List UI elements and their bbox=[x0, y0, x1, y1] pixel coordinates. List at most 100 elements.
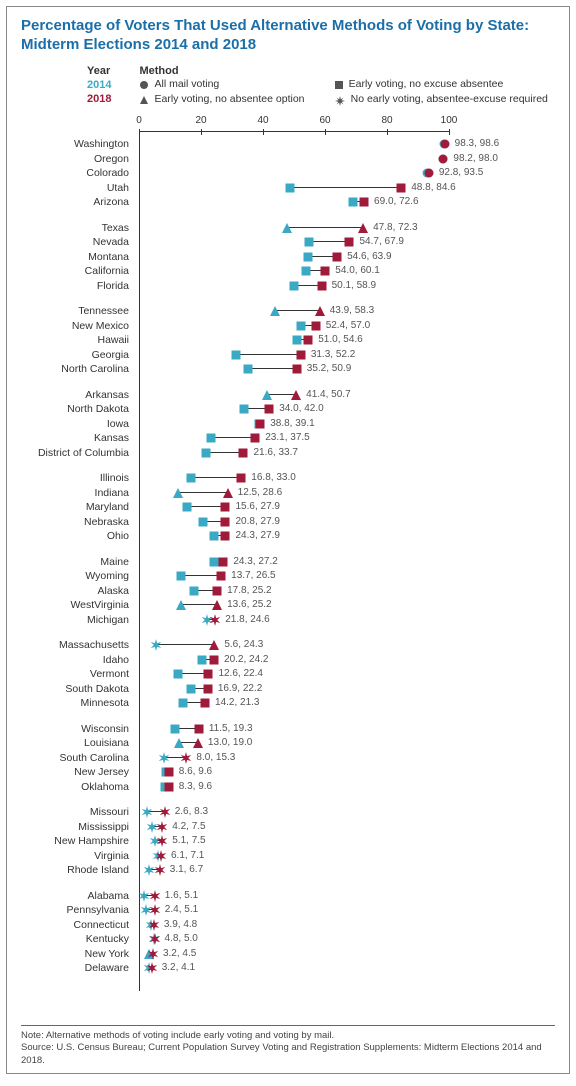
value-label: 2.6, 8.3 bbox=[175, 806, 208, 817]
value-label: 98.3, 98.6 bbox=[455, 138, 499, 149]
state-label: Alaska bbox=[19, 585, 129, 597]
chart-container: Percentage of Voters That Used Alternati… bbox=[6, 6, 570, 1074]
marker-2018 bbox=[291, 362, 303, 380]
value-label: 54.6, 63.9 bbox=[347, 251, 391, 262]
state-row: Illinois16.8, 33.0 bbox=[139, 471, 449, 485]
state-row: Idaho20.2, 24.2 bbox=[139, 653, 449, 667]
state-label: Mississippi bbox=[19, 821, 129, 833]
value-label: 16.9, 22.2 bbox=[218, 683, 262, 694]
state-label: Arkansas bbox=[19, 389, 129, 401]
value-label: 21.6, 33.7 bbox=[253, 447, 297, 458]
value-label: 4.2, 7.5 bbox=[172, 821, 205, 832]
value-label: 24.3, 27.2 bbox=[233, 556, 277, 567]
value-label: 92.8, 93.5 bbox=[439, 167, 483, 178]
state-row: Kentucky4.8, 5.0 bbox=[139, 932, 449, 946]
state-label: South Carolina bbox=[19, 752, 129, 764]
marker-2018 bbox=[163, 780, 175, 798]
state-label: Tennessee bbox=[19, 305, 129, 317]
value-label: 6.1, 7.1 bbox=[171, 850, 204, 861]
state-row: California54.0, 60.1 bbox=[139, 264, 449, 278]
state-row: New Hampshire5.1, 7.5 bbox=[139, 834, 449, 848]
marker-2014 bbox=[177, 696, 189, 714]
value-label: 8.6, 9.6 bbox=[179, 766, 212, 777]
value-label: 31.3, 52.2 bbox=[311, 349, 355, 360]
state-label: South Dakota bbox=[19, 683, 129, 695]
state-label: WestVirginia bbox=[19, 599, 129, 611]
state-label: Ohio bbox=[19, 530, 129, 542]
state-row: Louisiana13.0, 19.0 bbox=[139, 736, 449, 750]
marker-2014 bbox=[242, 362, 254, 380]
value-label: 13.0, 19.0 bbox=[208, 737, 252, 748]
value-label: 23.1, 37.5 bbox=[265, 432, 309, 443]
state-row: Montana54.6, 63.9 bbox=[139, 250, 449, 264]
state-row: Wyoming13.7, 26.5 bbox=[139, 569, 449, 583]
value-label: 50.1, 58.9 bbox=[332, 280, 376, 291]
value-label: 8.3, 9.6 bbox=[179, 781, 212, 792]
legend-year-head: Year bbox=[87, 65, 111, 77]
marker-2018 bbox=[219, 529, 231, 547]
legend-year-2014: 2014 bbox=[87, 79, 111, 91]
state-label: Wyoming bbox=[19, 570, 129, 582]
state-row: WestVirginia13.6, 25.2 bbox=[139, 598, 449, 612]
state-row: North Dakota34.0, 42.0 bbox=[139, 402, 449, 416]
value-label: 34.0, 42.0 bbox=[279, 403, 323, 414]
state-label: New Mexico bbox=[19, 320, 129, 332]
value-label: 16.8, 33.0 bbox=[251, 472, 295, 483]
state-row: Texas47.8, 72.3 bbox=[139, 221, 449, 235]
chart-area: 020406080100 Washington98.3, 98.6Oregon9… bbox=[21, 115, 555, 995]
state-label: Louisiana bbox=[19, 737, 129, 749]
marker-2018 bbox=[199, 696, 211, 714]
x-axis: 020406080100 bbox=[139, 115, 449, 131]
value-label: 54.0, 60.1 bbox=[335, 265, 379, 276]
state-label: Texas bbox=[19, 222, 129, 234]
value-label: 52.4, 57.0 bbox=[326, 320, 370, 331]
axis-tick: 40 bbox=[257, 115, 268, 126]
value-label: 3.2, 4.1 bbox=[162, 962, 195, 973]
state-row: Massachusetts5.6, 24.3 bbox=[139, 638, 449, 652]
value-label: 48.8, 84.6 bbox=[411, 182, 455, 193]
marker-2018 bbox=[358, 195, 370, 213]
state-row: Vermont12.6, 22.4 bbox=[139, 667, 449, 681]
plot-area: Washington98.3, 98.6Oregon98.2, 98.0Colo… bbox=[139, 131, 449, 991]
value-label: 15.6, 27.9 bbox=[235, 501, 279, 512]
state-label: Florida bbox=[19, 280, 129, 292]
axis-tick: 60 bbox=[319, 115, 330, 126]
state-label: Washington bbox=[19, 138, 129, 150]
legend: Year 2014 2018 Method All mail voting Ea… bbox=[7, 59, 569, 112]
state-row: Oklahoma8.3, 9.6 bbox=[139, 780, 449, 794]
state-label: Vermont bbox=[19, 668, 129, 680]
state-row: Delaware3.2, 4.1 bbox=[139, 961, 449, 975]
value-label: 3.2, 4.5 bbox=[163, 948, 196, 959]
state-label: New York bbox=[19, 948, 129, 960]
value-label: 21.8, 24.6 bbox=[225, 614, 269, 625]
value-label: 4.8, 5.0 bbox=[165, 933, 198, 944]
value-label: 41.4, 50.7 bbox=[306, 389, 350, 400]
state-label: Kansas bbox=[19, 432, 129, 444]
state-label: Missouri bbox=[19, 806, 129, 818]
value-label: 69.0, 72.6 bbox=[374, 196, 418, 207]
state-row: Alaska17.8, 25.2 bbox=[139, 584, 449, 598]
state-row: New Mexico52.4, 57.0 bbox=[139, 319, 449, 333]
state-row: Rhode Island3.1, 6.7 bbox=[139, 863, 449, 877]
state-label: North Carolina bbox=[19, 363, 129, 375]
state-label: Rhode Island bbox=[19, 864, 129, 876]
state-row: Mississippi4.2, 7.5 bbox=[139, 820, 449, 834]
value-label: 5.6, 24.3 bbox=[224, 639, 263, 650]
value-label: 5.1, 7.5 bbox=[172, 835, 205, 846]
legend-mail-voting: All mail voting bbox=[139, 79, 311, 91]
value-label: 13.6, 25.2 bbox=[227, 599, 271, 610]
state-label: Massachusetts bbox=[19, 639, 129, 651]
state-row: Utah48.8, 84.6 bbox=[139, 181, 449, 195]
state-row: Pennsylvania2.4, 5.1 bbox=[139, 903, 449, 917]
value-label: 13.7, 26.5 bbox=[231, 570, 275, 581]
chart-title: Percentage of Voters That Used Alternati… bbox=[7, 7, 569, 59]
state-label: Kentucky bbox=[19, 933, 129, 945]
state-row: Ohio24.3, 27.9 bbox=[139, 529, 449, 543]
state-row: Connecticut3.9, 4.8 bbox=[139, 918, 449, 932]
state-label: Virginia bbox=[19, 850, 129, 862]
state-label: Montana bbox=[19, 251, 129, 263]
state-label: Colorado bbox=[19, 167, 129, 179]
value-label: 1.6, 5.1 bbox=[165, 890, 198, 901]
state-label: Oklahoma bbox=[19, 781, 129, 793]
axis-tick: 20 bbox=[195, 115, 206, 126]
